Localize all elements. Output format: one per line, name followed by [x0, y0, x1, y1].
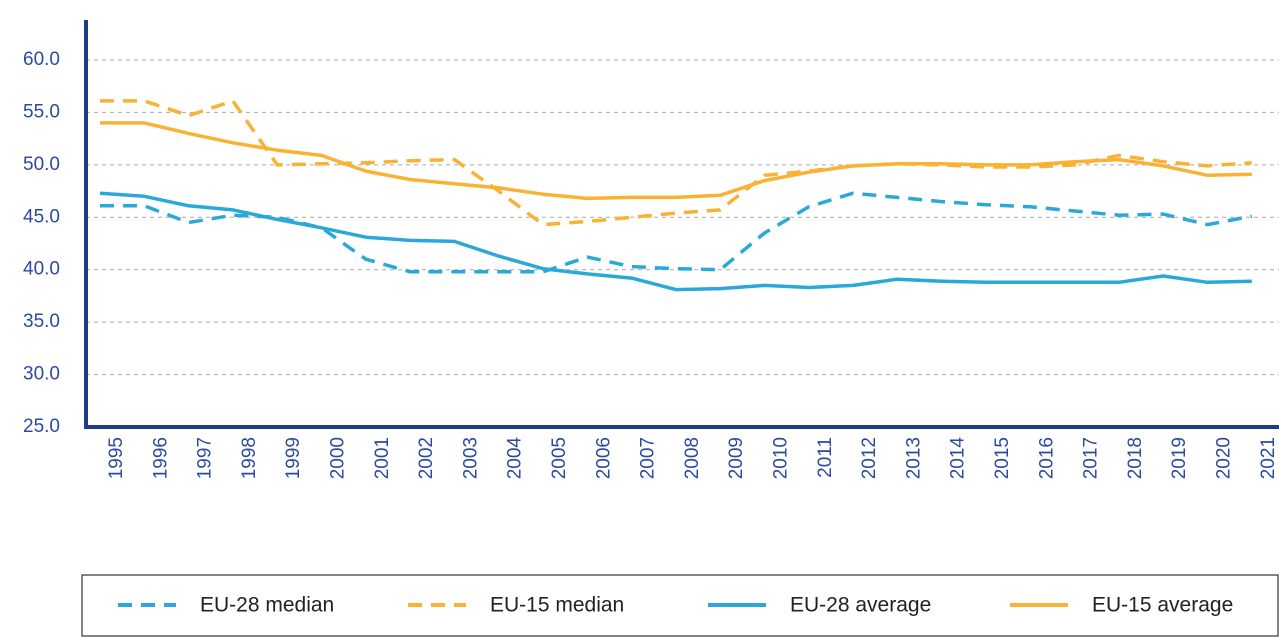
x-tick-label: 2011 — [815, 437, 836, 478]
x-tick-label: 2010 — [771, 437, 792, 479]
x-tick-label: 2002 — [416, 437, 437, 479]
y-tick-label: 45.0 — [23, 206, 60, 227]
x-tick-label: 2015 — [992, 437, 1013, 479]
legend-label: EU-15 average — [1092, 594, 1233, 617]
x-tick-label: 2001 — [372, 437, 393, 479]
x-tick-label: 2006 — [593, 437, 614, 479]
legend-label: EU-28 average — [790, 594, 931, 617]
x-tick-label: 2016 — [1036, 437, 1057, 479]
x-tick-label: 2014 — [948, 437, 969, 480]
x-tick-label: 2019 — [1169, 437, 1190, 479]
line-series — [100, 191, 1253, 274]
legend-box — [81, 574, 1279, 637]
y-tick-label: 55.0 — [23, 101, 60, 122]
y-tick-label: 50.0 — [23, 154, 60, 175]
y-tick-label: 40.0 — [23, 259, 60, 280]
x-tick-label: 1996 — [150, 437, 171, 479]
x-tick-label: 2003 — [460, 437, 481, 479]
x-tick-label: 1999 — [283, 437, 304, 479]
x-tick-label: 2009 — [726, 437, 747, 479]
y-tick-label: 35.0 — [23, 311, 60, 332]
y-tick-label: 25.0 — [23, 416, 60, 437]
legend-label: EU-15 median — [490, 594, 624, 617]
x-tick-label: 1998 — [239, 437, 260, 479]
x-tick-label: 2004 — [505, 437, 526, 480]
x-tick-label: 2018 — [1125, 437, 1146, 479]
x-tick-label: 2012 — [859, 437, 880, 479]
x-tick-label: 2000 — [328, 437, 349, 479]
x-tick-label: 2008 — [682, 437, 703, 479]
x-tick-label: 2005 — [549, 437, 570, 479]
x-tick-label: 2021 — [1258, 437, 1279, 479]
legend-label: EU-28 median — [200, 594, 334, 617]
x-tick-label: 1997 — [195, 437, 216, 479]
line-series — [100, 121, 1252, 201]
y-tick-label: 60.0 — [23, 49, 60, 70]
x-tick-label: 2013 — [903, 437, 924, 479]
line-series — [99, 191, 1252, 292]
x-tick-label: 2007 — [638, 437, 659, 479]
x-tick-label: 2020 — [1214, 437, 1235, 479]
line-series — [100, 99, 1252, 227]
y-tick-label: 30.0 — [23, 364, 60, 385]
x-tick-label: 1995 — [106, 437, 127, 479]
x-tick-label: 2017 — [1081, 437, 1102, 479]
